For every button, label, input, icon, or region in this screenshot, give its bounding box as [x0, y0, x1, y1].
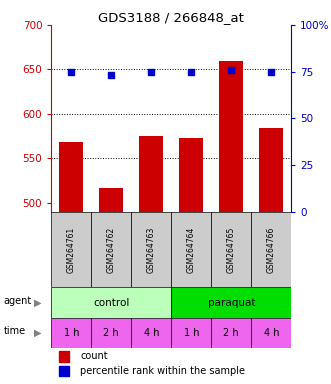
Text: paraquat: paraquat [208, 298, 255, 308]
Bar [59, 142, 83, 384]
Title: GDS3188 / 266848_at: GDS3188 / 266848_at [98, 11, 244, 24]
Text: count: count [80, 351, 108, 361]
Text: GSM264764: GSM264764 [187, 226, 196, 273]
Text: time: time [3, 326, 25, 336]
Text: 4 h: 4 h [263, 328, 279, 338]
Bar [259, 128, 283, 384]
Point [69, 69, 74, 75]
Bar [51, 212, 91, 287]
Bar [211, 318, 251, 348]
Text: GSM264766: GSM264766 [267, 226, 276, 273]
Text: agent: agent [3, 296, 31, 306]
Bar [171, 212, 211, 287]
Bar [251, 318, 291, 348]
Text: 4 h: 4 h [144, 328, 159, 338]
Text: ▶: ▶ [34, 328, 42, 338]
Text: GSM264762: GSM264762 [107, 227, 116, 273]
Bar [251, 212, 291, 287]
Bar [139, 136, 163, 384]
Text: GSM264765: GSM264765 [227, 226, 236, 273]
Bar [171, 287, 291, 318]
Bar [171, 318, 211, 348]
Bar [91, 318, 131, 348]
Bar [131, 212, 171, 287]
Text: control: control [93, 298, 129, 308]
Text: 2 h: 2 h [223, 328, 239, 338]
Text: percentile rank within the sample: percentile rank within the sample [80, 366, 245, 376]
Point [269, 69, 274, 75]
Point [149, 69, 154, 75]
Bar [219, 61, 243, 384]
Bar [99, 189, 123, 384]
Bar [59, 366, 69, 376]
Point [189, 69, 194, 75]
Bar [131, 318, 171, 348]
Text: 2 h: 2 h [104, 328, 119, 338]
Bar [91, 212, 131, 287]
Text: 1 h: 1 h [64, 328, 79, 338]
Text: 1 h: 1 h [184, 328, 199, 338]
Bar [51, 318, 91, 348]
Point [109, 72, 114, 78]
Text: GSM264761: GSM264761 [67, 227, 76, 273]
Bar [59, 351, 69, 362]
Text: ▶: ▶ [34, 298, 42, 308]
Bar [179, 138, 203, 384]
Bar [51, 287, 171, 318]
Point [229, 67, 234, 73]
Text: GSM264763: GSM264763 [147, 226, 156, 273]
Bar [211, 212, 251, 287]
